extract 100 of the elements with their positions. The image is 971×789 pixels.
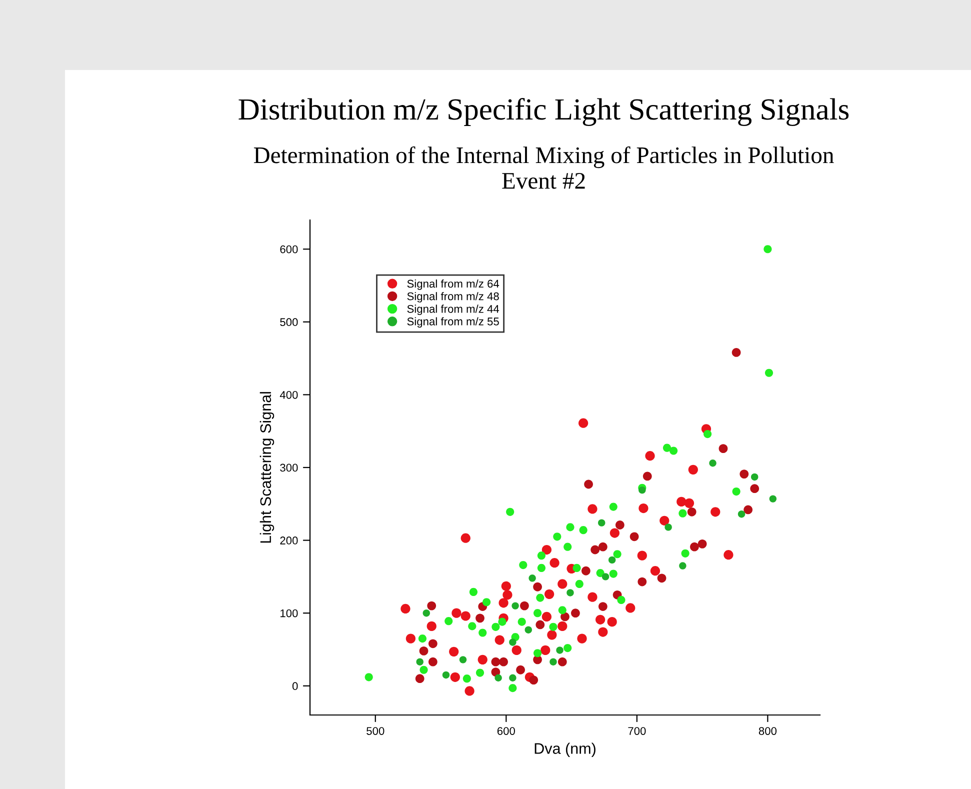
point bbox=[744, 505, 753, 514]
point bbox=[703, 430, 712, 438]
point bbox=[609, 570, 618, 578]
point bbox=[564, 644, 572, 652]
point bbox=[547, 630, 557, 640]
x-tick-label: 700 bbox=[628, 727, 646, 735]
point bbox=[558, 579, 568, 589]
chart-title: Distribution m/z Specific Light Scattering Signals bbox=[238, 98, 849, 126]
point bbox=[751, 473, 758, 481]
point bbox=[710, 507, 720, 517]
point bbox=[499, 657, 508, 666]
point bbox=[558, 657, 567, 666]
point bbox=[598, 542, 608, 552]
point bbox=[524, 626, 532, 634]
point bbox=[650, 566, 660, 576]
point bbox=[577, 634, 587, 644]
point bbox=[464, 686, 474, 696]
point bbox=[550, 558, 560, 568]
point bbox=[610, 528, 620, 538]
point bbox=[637, 550, 647, 560]
point bbox=[512, 645, 522, 656]
point bbox=[630, 532, 639, 542]
point bbox=[450, 672, 460, 682]
point bbox=[491, 657, 500, 666]
y-tick-label: 300 bbox=[280, 464, 298, 472]
point bbox=[709, 460, 716, 467]
point bbox=[660, 516, 670, 526]
point bbox=[645, 451, 655, 461]
point bbox=[509, 638, 516, 646]
legend-label: Signal from m/z 48 bbox=[407, 292, 499, 302]
x-axis-title: Dva (nm) bbox=[534, 742, 596, 757]
point bbox=[571, 608, 580, 618]
point bbox=[626, 603, 636, 613]
point bbox=[564, 542, 572, 551]
point bbox=[536, 620, 545, 630]
point bbox=[738, 510, 746, 518]
y-axis-title: Light Scattering Signal bbox=[260, 392, 274, 543]
point bbox=[579, 526, 588, 534]
point bbox=[598, 602, 608, 611]
point bbox=[537, 552, 546, 560]
point bbox=[609, 502, 618, 511]
y-tick-label: 400 bbox=[280, 390, 298, 399]
point bbox=[444, 617, 453, 626]
point bbox=[476, 668, 484, 677]
point bbox=[468, 622, 476, 630]
point bbox=[533, 649, 542, 658]
point bbox=[406, 634, 416, 644]
point bbox=[428, 657, 438, 666]
point bbox=[615, 520, 624, 530]
y-tick-label: 100 bbox=[280, 609, 298, 618]
point bbox=[416, 658, 424, 666]
point bbox=[638, 577, 647, 586]
point bbox=[679, 562, 686, 570]
point bbox=[662, 444, 672, 452]
point bbox=[518, 618, 526, 626]
point bbox=[502, 590, 512, 600]
point bbox=[492, 622, 500, 631]
point bbox=[617, 596, 626, 604]
point bbox=[684, 498, 694, 508]
point bbox=[556, 646, 564, 654]
point bbox=[427, 601, 436, 610]
point bbox=[590, 545, 600, 554]
point bbox=[676, 496, 686, 507]
point bbox=[553, 532, 562, 541]
point bbox=[508, 684, 517, 692]
legend-label: Signal from m/z 44 bbox=[407, 304, 500, 316]
point bbox=[428, 639, 438, 648]
point bbox=[420, 666, 428, 674]
point bbox=[602, 573, 610, 580]
point bbox=[608, 556, 616, 564]
x-tick-label: 500 bbox=[366, 727, 384, 735]
point bbox=[581, 566, 590, 576]
point bbox=[494, 674, 502, 682]
point bbox=[533, 609, 542, 618]
x-tick-label: 600 bbox=[497, 727, 515, 735]
point bbox=[364, 673, 373, 682]
point bbox=[501, 581, 511, 591]
point bbox=[572, 564, 581, 572]
point bbox=[469, 588, 478, 596]
point bbox=[613, 550, 622, 558]
point bbox=[418, 634, 427, 643]
point bbox=[595, 614, 606, 624]
point bbox=[657, 574, 666, 583]
point bbox=[550, 658, 557, 666]
y-tick-label: 0 bbox=[292, 682, 298, 690]
point bbox=[724, 550, 734, 560]
point bbox=[687, 507, 696, 516]
point bbox=[688, 464, 698, 474]
point bbox=[419, 646, 428, 656]
point bbox=[732, 487, 740, 496]
y-tick-label: 200 bbox=[280, 536, 298, 544]
point bbox=[558, 606, 566, 614]
point bbox=[698, 539, 707, 548]
point bbox=[540, 645, 550, 656]
point bbox=[588, 592, 598, 602]
point bbox=[690, 542, 699, 552]
point bbox=[516, 665, 525, 674]
point bbox=[664, 524, 672, 531]
point bbox=[529, 676, 538, 685]
point bbox=[422, 609, 430, 617]
